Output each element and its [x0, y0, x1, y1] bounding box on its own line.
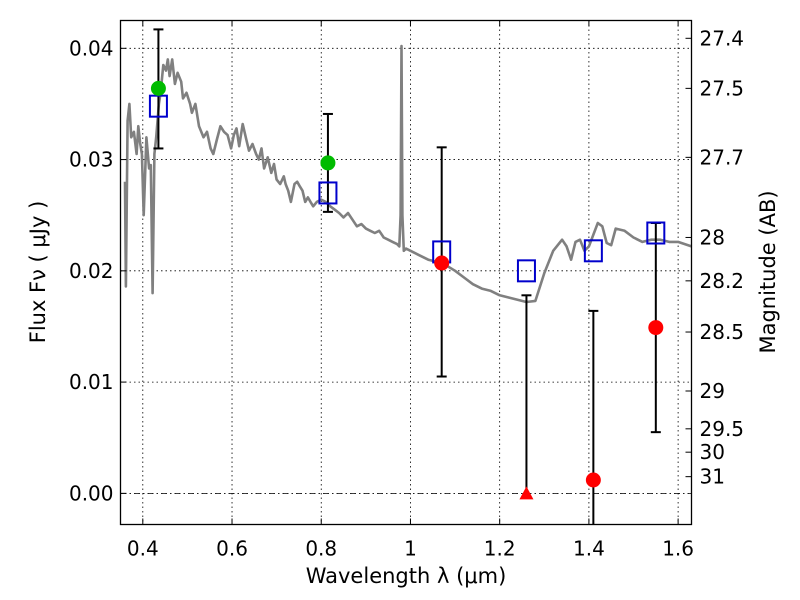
detection-point-1: [320, 155, 336, 171]
model-flux-square-5: [646, 221, 666, 245]
error-bars: [153, 28, 661, 525]
y-axis-ticks: 0.00 0.01 0.02 0.03 0.04: [69, 36, 127, 505]
y-tick-label-4: 0.04: [69, 36, 114, 60]
sed-curve-line: [123, 44, 692, 304]
y-tick-label-0: 0.00: [69, 481, 114, 505]
measurement-point-2: [648, 320, 664, 336]
magnitude-tick-label-0: 27.4: [700, 26, 745, 50]
x-tick-label-6: 1.6: [662, 537, 694, 561]
model-flux-square-4: [583, 239, 603, 263]
x-tick-label-2: 0.8: [305, 537, 337, 561]
y-axis-label: Flux Fν ( μJy ): [26, 201, 50, 344]
y-tick-label-1: 0.01: [69, 370, 114, 394]
magnitude-tick-label-4: 28.2: [700, 269, 745, 293]
y-tick-label-2: 0.02: [69, 259, 114, 283]
magnitude-tick-label-3: 28: [700, 225, 725, 249]
data-markers: [148, 80, 666, 500]
x-tick-label-5: 1.4: [573, 537, 605, 561]
magnitude-tick-label-8: 30: [700, 440, 725, 464]
model-flux-square-1: [318, 181, 338, 205]
magnitude-tick-label-5: 28.5: [700, 320, 745, 344]
magnitude-axis-label: Magnitude (AB): [756, 190, 780, 353]
grid-lines: [120, 20, 692, 525]
x-tick-label-4: 1.2: [484, 537, 516, 561]
plot-frame: [119, 19, 693, 526]
x-axis-label: Wavelength λ (μm): [306, 564, 507, 588]
measurement-point-1: [585, 472, 601, 488]
measurement-point-0: [434, 255, 450, 271]
y-tick-label-3: 0.03: [69, 148, 114, 172]
detection-point-0: [150, 80, 166, 96]
x-axis-ticks: 0.4 0.6 0.8 1 1.2 1.4 1.6: [127, 20, 694, 561]
magnitude-tick-label-7: 29.5: [700, 417, 745, 441]
magnitude-tick-label-2: 27.7: [700, 145, 745, 169]
x-tick-label-0: 0.4: [127, 537, 159, 561]
model-flux-square-3: [516, 259, 536, 283]
sed-model-curve: [123, 44, 692, 304]
upper-limit-triangle-0: [519, 486, 534, 500]
x-tick-label-3: 1: [404, 537, 417, 561]
magnitude-tick-label-6: 29: [700, 379, 725, 403]
magnitude-tick-label-9: 31: [700, 465, 725, 489]
x-tick-label-1: 0.6: [216, 537, 248, 561]
magnitude-tick-label-1: 27.5: [700, 76, 745, 100]
